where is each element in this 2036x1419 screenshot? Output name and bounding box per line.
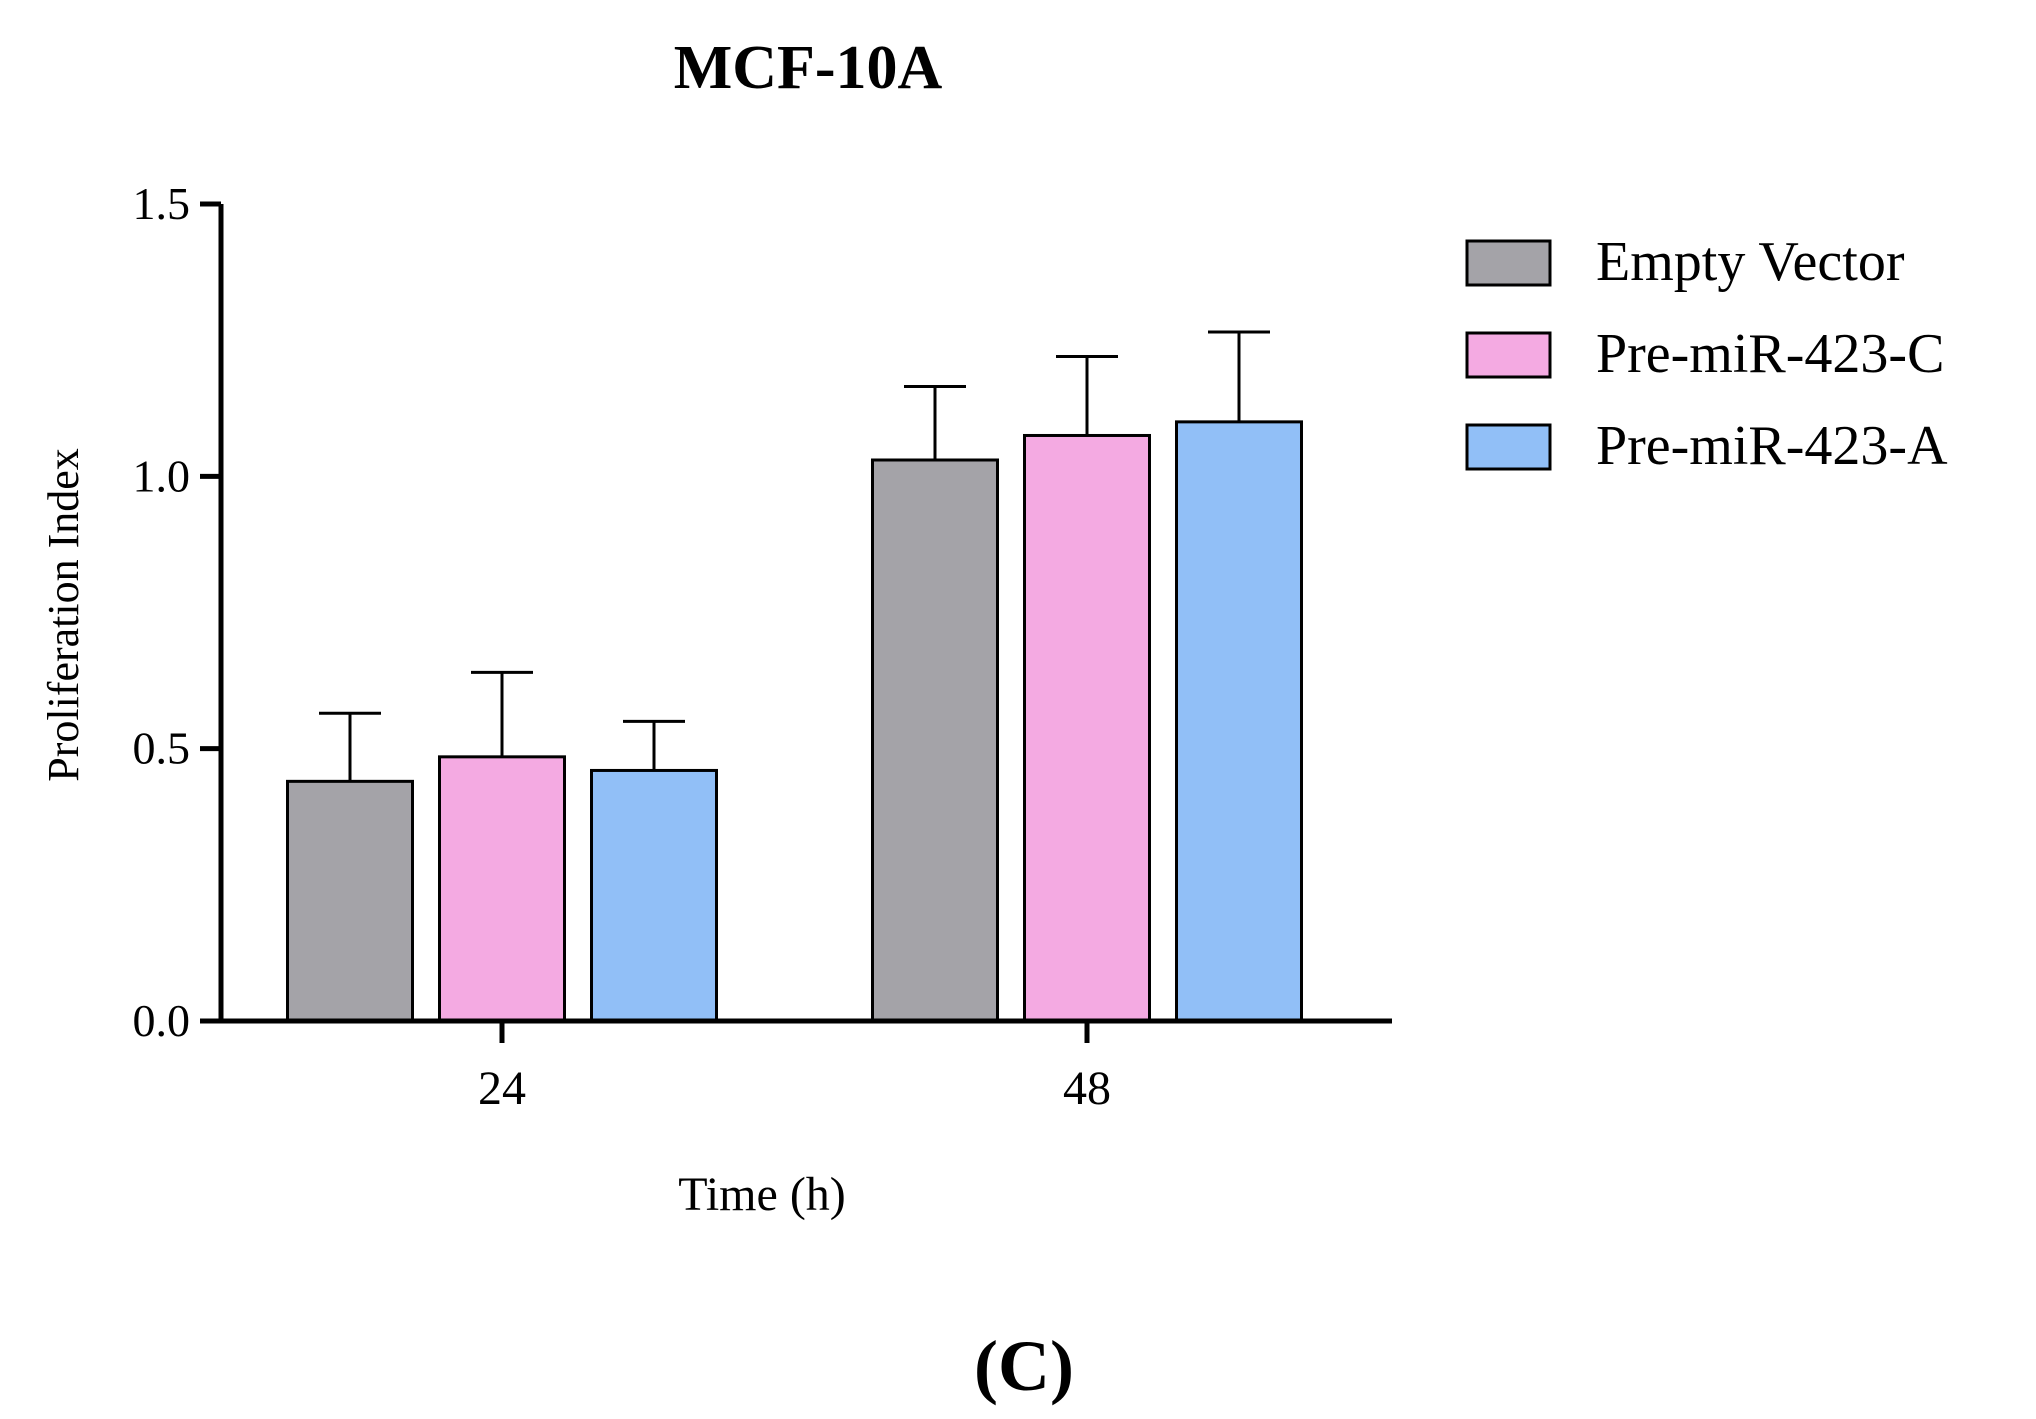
bar-pre-mir-423-c-24 [438,755,566,1023]
legend-swatch-2 [1465,423,1552,471]
y-ticks-layer: 0.0 0.5 1.0 1.5 [133,178,221,1046]
legend-label: Pre-miR-423-C [1596,323,1944,385]
y-tick-label: 0.5 [133,723,191,774]
legend-label: Empty Vector [1596,231,1905,293]
x-ticks-layer: 24 48 [478,1021,1111,1115]
bars-layer [286,420,1303,1023]
bar-pre-mir-423-c-48 [1023,433,1151,1023]
y-axis-label: Proliferation Index [39,448,88,782]
legend-swatch-0 [1465,239,1552,287]
panel-label: (C) [974,1326,1074,1406]
chart-title: MCF-10A [674,34,943,102]
bar-pre-mir-423-a-24 [590,768,718,1023]
legend: Empty Vector Pre-miR-423-C Pre-miR-423-A [1465,231,1948,477]
x-tick-label: 24 [478,1062,526,1115]
bar-empty-vector-48 [871,458,999,1023]
y-tick-label: 0.0 [133,995,191,1046]
error-bars-layer [319,330,1270,782]
y-tick-label: 1.5 [133,178,191,229]
bar-pre-mir-423-a-48 [1175,420,1303,1023]
legend-swatch-1 [1465,331,1552,379]
x-tick-label: 48 [1063,1062,1111,1115]
bar-empty-vector-24 [286,779,414,1023]
x-axis-label: Time (h) [678,1168,846,1221]
y-tick-label: 1.0 [133,450,191,501]
legend-label: Pre-miR-423-A [1596,415,1948,477]
